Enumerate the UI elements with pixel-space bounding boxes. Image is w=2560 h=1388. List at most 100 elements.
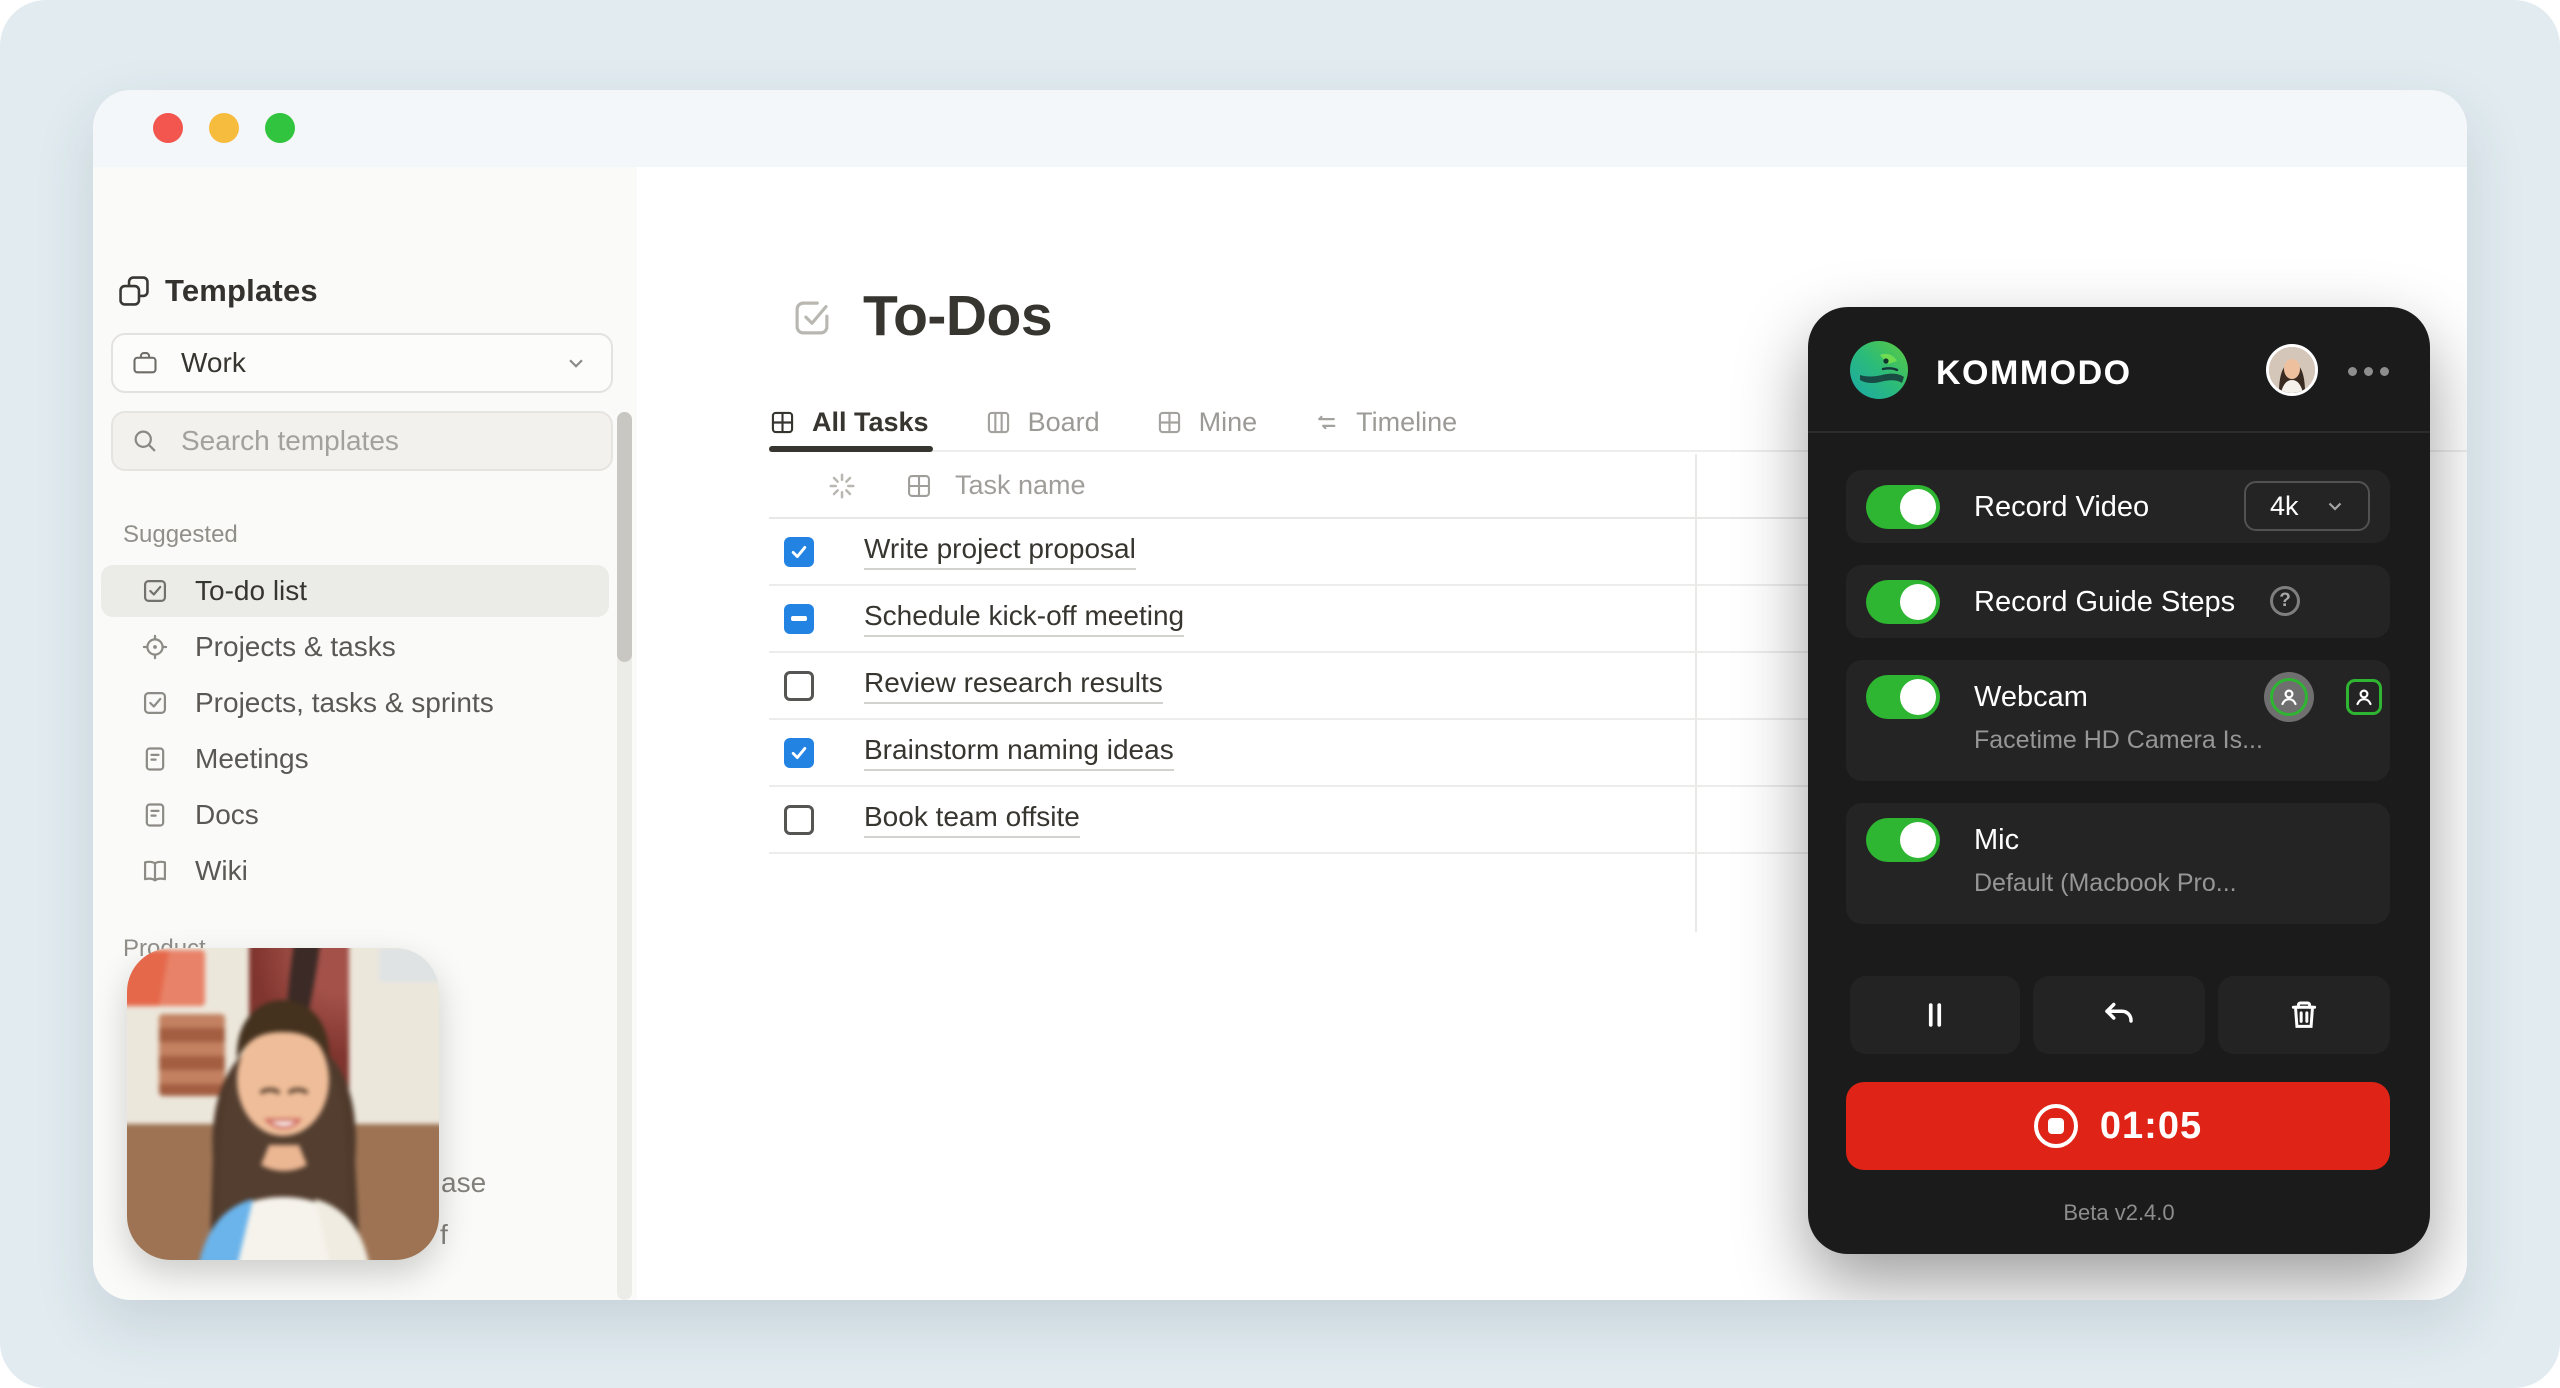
webcam-video-frame (127, 948, 439, 1260)
tab-board[interactable]: Board (985, 407, 1100, 438)
tab-label: Board (1027, 406, 1100, 437)
user-avatar[interactable] (2266, 344, 2318, 396)
task-checkbox[interactable] (784, 737, 814, 768)
sidebar-item-label: Projects, tasks & sprints (195, 687, 494, 718)
document-icon (141, 801, 169, 829)
task-checkbox[interactable] (784, 603, 814, 634)
zoom-window-button[interactable] (265, 113, 295, 143)
minimize-window-button[interactable] (209, 113, 239, 143)
column-header-task[interactable]: Task name (955, 470, 1086, 500)
quality-value: 4k (2270, 490, 2299, 521)
tabs-divider (769, 450, 2467, 452)
record-video-label: Record Video (1974, 491, 2150, 523)
column-divider (1695, 454, 1697, 932)
sidebar-item-projects-tasks[interactable]: Projects & tasks (101, 621, 609, 673)
task-name-link[interactable]: Brainstorm naming ideas (864, 734, 1174, 771)
person-icon (2270, 678, 2308, 716)
recorder-header: KOMMODO (1808, 307, 2430, 433)
loading-spinner-icon (827, 471, 857, 501)
pause-button[interactable] (1850, 976, 2020, 1054)
undo-icon (2101, 997, 2137, 1033)
delete-button[interactable] (2218, 976, 2390, 1054)
webcam-circle-shape-button[interactable] (2264, 672, 2314, 722)
sidebar-item-label: Wiki (195, 855, 248, 886)
task-name-link[interactable]: Book team offsite (864, 801, 1080, 838)
task-name-link[interactable]: Write project proposal (864, 533, 1136, 570)
recorder-panel: KOMMODO Record Video 4k (1808, 307, 2430, 1254)
record-guide-steps-label: Record Guide Steps (1974, 586, 2236, 618)
webcam-label: Webcam (1974, 681, 2088, 713)
workspace-label: Work (181, 347, 246, 378)
webcam-preview[interactable] (127, 948, 439, 1260)
table-icon (769, 409, 796, 436)
sidebar-scrollbar-track[interactable] (617, 412, 632, 1300)
restart-button[interactable] (2033, 976, 2205, 1054)
occluded-item-text: ase (441, 1167, 487, 1198)
search-icon (131, 427, 159, 455)
tab-timeline[interactable]: Timeline (1313, 407, 1457, 438)
sidebar-item-label: To-do list (195, 575, 308, 606)
mic-label: Mic (1974, 824, 2020, 856)
view-tabs: All Tasks Board Mine (769, 391, 1513, 453)
quality-select[interactable]: 4k (2244, 481, 2370, 531)
record-video-row: Record Video 4k (1846, 470, 2390, 543)
search-input[interactable]: Search templates (111, 411, 613, 471)
tab-all-tasks[interactable]: All Tasks (769, 407, 929, 438)
task-name-link[interactable]: Review research results (864, 667, 1163, 704)
sidebar-item-meetings[interactable]: Meetings (101, 733, 609, 785)
task-name-link[interactable]: Schedule kick-off meeting (864, 600, 1185, 637)
version-label: Beta v2.4.0 (2063, 1200, 2175, 1225)
briefcase-icon (131, 349, 159, 377)
webcam-square-shape-button[interactable] (2346, 679, 2382, 715)
sidebar-item-projects-tasks-sprints[interactable]: Projects, tasks & sprints (101, 677, 609, 729)
mic-toggle[interactable] (1866, 818, 1940, 862)
close-window-button[interactable] (153, 113, 183, 143)
window-titlebar (93, 90, 2467, 167)
task-checkbox[interactable] (784, 804, 814, 835)
sidebar-item-wiki[interactable]: Wiki (101, 845, 609, 897)
timeline-icon (1313, 409, 1340, 436)
table-icon (905, 472, 933, 500)
workspace-selector[interactable]: Work (111, 333, 613, 393)
webcam-toggle[interactable] (1866, 675, 1940, 719)
help-glyph: ? (2279, 590, 2291, 611)
stop-record-icon (2033, 1104, 2078, 1148)
sidebar-header: Templates (117, 273, 318, 309)
sidebar-item-todo-list[interactable]: To-do list (101, 565, 609, 617)
section-label-suggested: Suggested (123, 521, 238, 548)
more-menu-icon[interactable] (2348, 367, 2389, 376)
stop-recording-button[interactable]: 01:05 (1846, 1082, 2390, 1170)
target-icon (141, 633, 169, 661)
mic-row: Mic Default (Macbook Pro... (1846, 803, 2390, 924)
task-checkbox[interactable] (784, 536, 814, 567)
templates-icon (117, 274, 151, 308)
table-icon (1156, 409, 1183, 436)
page-header: To-Dos (791, 283, 1053, 349)
trash-icon (2287, 998, 2321, 1032)
occluded-item-text: f (440, 1219, 448, 1250)
app-window: Templates Work (93, 90, 2467, 1300)
book-icon (141, 857, 169, 885)
sidebar-title: Templates (165, 273, 318, 308)
record-video-toggle[interactable] (1866, 485, 1940, 529)
tab-mine[interactable]: Mine (1156, 407, 1257, 438)
recording-timer: 01:05 (2099, 1104, 2203, 1147)
app-name: KOMMODO (1936, 354, 2132, 392)
checkbox-icon (141, 577, 169, 605)
help-icon[interactable]: ? (2270, 586, 2300, 616)
webcam-device-name: Facetime HD Camera Is... (1974, 726, 2263, 754)
record-guide-steps-toggle[interactable] (1866, 580, 1940, 624)
chevron-down-icon (563, 350, 589, 376)
sidebar-scrollbar-thumb[interactable] (617, 412, 632, 662)
checkbox-icon (791, 297, 833, 339)
sidebar-item-label: Projects & tasks (195, 631, 396, 662)
page-title: To-Dos (863, 284, 1053, 348)
checkbox-icon (141, 689, 169, 717)
board-icon (985, 409, 1012, 436)
webcam-row: Webcam Facetime HD Camera Is... (1846, 660, 2390, 781)
active-tab-underline (769, 446, 933, 452)
sidebar-item-docs[interactable]: Docs (101, 789, 609, 841)
task-checkbox[interactable] (784, 670, 814, 701)
kommodo-logo-icon (1850, 341, 1908, 399)
